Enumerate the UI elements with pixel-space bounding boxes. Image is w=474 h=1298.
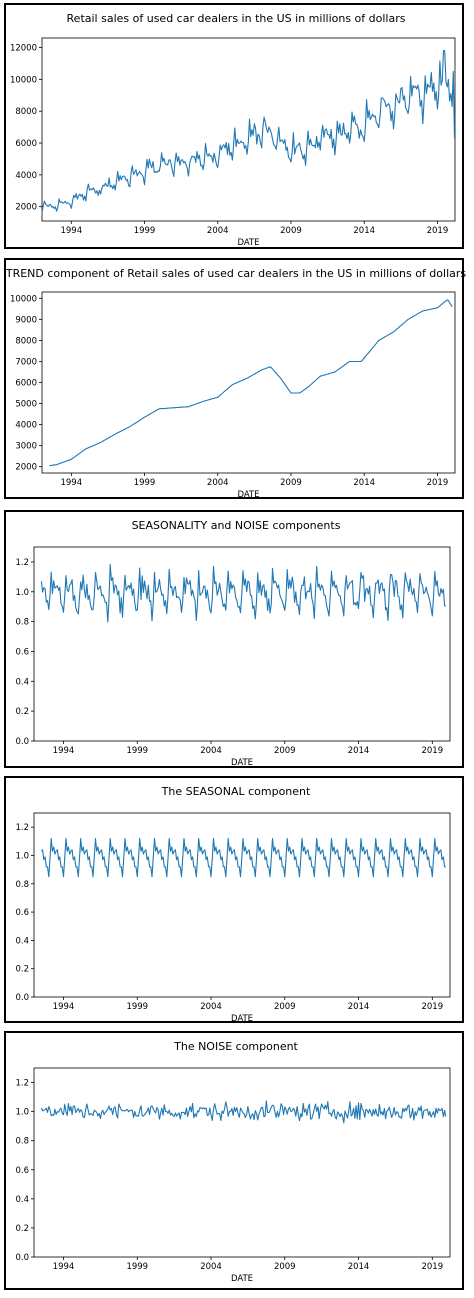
x-tick-label: 2009 xyxy=(274,1002,296,1012)
x-tick-label: 2014 xyxy=(353,478,375,488)
chart-trend: TREND component of Retail sales of used … xyxy=(6,267,466,500)
chart-seasonality-noise: SEASONALITY and NOISE components 1994 1999… xyxy=(15,519,451,768)
y-tick-label: 1.2 xyxy=(15,1079,29,1089)
y-tick-label: 0.0 xyxy=(15,1253,29,1263)
plot-area xyxy=(33,546,451,742)
y-tick-label: 0.8 xyxy=(15,1137,29,1147)
y-tick-label: 10000 xyxy=(10,75,37,85)
x-tick-label: 1999 xyxy=(126,746,148,756)
chart-noise: The NOISE component 1994 1999 2004 2009 2014 2… xyxy=(15,1040,451,1284)
x-tick-label: 2019 xyxy=(421,746,443,756)
series-line xyxy=(40,837,446,878)
x-tick-label: 2009 xyxy=(280,478,302,488)
y-tick-label: 1.0 xyxy=(15,851,29,861)
x-tick-label: 1994 xyxy=(53,1002,75,1012)
x-tick-label: 1994 xyxy=(60,478,82,488)
y-tick-label: 0.6 xyxy=(15,1166,29,1176)
series-line xyxy=(41,50,456,213)
x-tick-label: 2019 xyxy=(421,1262,443,1272)
y-tick-label: 2000 xyxy=(15,203,37,213)
x-axis-label: DATE xyxy=(237,238,259,248)
y-tick-label: 2000 xyxy=(15,463,37,473)
x-axis-label: DATE xyxy=(237,490,259,500)
x-tick-label: 2004 xyxy=(200,1002,222,1012)
x-tick-label: 1999 xyxy=(134,226,156,236)
y-tick-label: 9000 xyxy=(15,315,37,325)
chart-title: TREND component of Retail sales of used … xyxy=(6,267,466,280)
y-tick-label: 8000 xyxy=(15,336,37,346)
x-tick-label: 1999 xyxy=(126,1002,148,1012)
x-tick-label: 2004 xyxy=(207,478,229,488)
y-tick-label: 0.2 xyxy=(15,707,29,717)
y-tick-label: 3000 xyxy=(15,442,37,452)
chart-title: SEASONALITY and NOISE components xyxy=(132,519,341,532)
x-tick-label: 2019 xyxy=(427,226,449,236)
x-tick-label: 1994 xyxy=(53,1262,75,1272)
y-tick-label: 10000 xyxy=(10,294,37,304)
y-tick-label: 0.2 xyxy=(15,1224,29,1234)
chart-observed: Retail sales of used car dealers in the … xyxy=(10,12,456,248)
plot-area xyxy=(33,1067,451,1258)
x-tick-label: 2014 xyxy=(348,1002,370,1012)
x-tick-label: 2019 xyxy=(421,1002,443,1012)
y-tick-label: 4000 xyxy=(15,421,37,431)
y-tick-label: 7000 xyxy=(15,357,37,367)
x-tick-label: 1999 xyxy=(134,478,156,488)
x-tick-label: 2004 xyxy=(200,746,222,756)
series-line xyxy=(40,563,447,623)
x-tick-label: 2019 xyxy=(427,478,449,488)
x-axis-label: DATE xyxy=(231,1274,253,1284)
chart-panel-observed: Retail sales of used car dealers in the … xyxy=(4,3,464,249)
chart-title: The NOISE component xyxy=(173,1040,298,1053)
x-tick-label: 1994 xyxy=(53,746,75,756)
x-tick-label: 2014 xyxy=(348,1262,370,1272)
x-tick-label: 1994 xyxy=(60,226,82,236)
chart-panel-noise: The NOISE component 1994 1999 2004 2009 2014 2… xyxy=(4,1031,464,1290)
y-tick-label: 1.2 xyxy=(15,823,29,833)
x-axis-label: DATE xyxy=(231,758,253,768)
chart-title: Retail sales of used car dealers in the … xyxy=(67,12,406,25)
x-tick-label: 2004 xyxy=(207,226,229,236)
y-tick-label: 0.4 xyxy=(15,936,29,946)
y-tick-label: 12000 xyxy=(10,44,37,54)
y-tick-label: 0.0 xyxy=(15,993,29,1003)
plot-area xyxy=(33,812,451,998)
x-tick-label: 2014 xyxy=(348,746,370,756)
series-line xyxy=(40,1100,447,1124)
y-tick-label: 5000 xyxy=(15,400,37,410)
series-line xyxy=(49,299,453,467)
x-tick-label: 2009 xyxy=(274,1262,296,1272)
y-tick-label: 0.8 xyxy=(15,880,29,890)
y-tick-label: 0.6 xyxy=(15,908,29,918)
plot-area xyxy=(41,291,456,474)
y-tick-label: 0.2 xyxy=(15,965,29,975)
y-tick-label: 4000 xyxy=(15,171,37,181)
y-tick-label: 0.4 xyxy=(15,677,29,687)
x-tick-label: 2009 xyxy=(274,746,296,756)
y-tick-label: 0.0 xyxy=(15,737,29,747)
x-tick-label: 1999 xyxy=(126,1262,148,1272)
y-tick-label: 6000 xyxy=(15,379,37,389)
x-tick-label: 2004 xyxy=(200,1262,222,1272)
plot-area xyxy=(41,37,456,222)
y-tick-label: 1.0 xyxy=(15,588,29,598)
y-tick-label: 1.0 xyxy=(15,1108,29,1118)
x-tick-label: 2009 xyxy=(280,226,302,236)
chart-panel-trend: TREND component of Retail sales of used … xyxy=(4,258,466,500)
chart-seasonal: The SEASONAL component 1994 1999 2004 2009 20… xyxy=(15,785,451,1024)
y-tick-label: 8000 xyxy=(15,107,37,117)
chart-panel-seasonal: The SEASONAL component 1994 1999 2004 2009 20… xyxy=(4,776,464,1024)
y-tick-label: 0.4 xyxy=(15,1195,29,1205)
chart-panel-seasonality-noise: SEASONALITY and NOISE components 1994 1999… xyxy=(4,510,464,768)
y-tick-label: 1.2 xyxy=(15,558,29,568)
y-tick-label: 0.8 xyxy=(15,618,29,628)
y-tick-label: 6000 xyxy=(15,139,37,149)
chart-title: The SEASONAL component xyxy=(161,785,311,798)
y-tick-label: 0.6 xyxy=(15,647,29,657)
x-axis-label: DATE xyxy=(231,1014,253,1024)
x-tick-label: 2014 xyxy=(353,226,375,236)
